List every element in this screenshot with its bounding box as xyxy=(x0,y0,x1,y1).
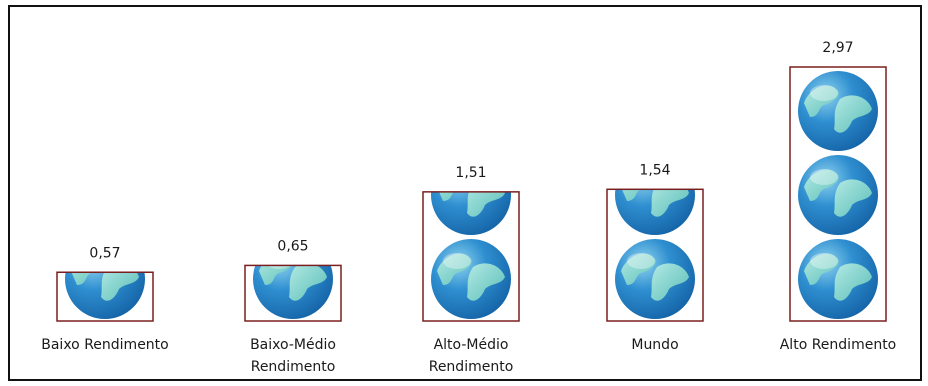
bars-layer xyxy=(56,7,887,322)
category-label: Alto Rendimento xyxy=(780,337,897,353)
value-label: 0,65 xyxy=(277,238,308,254)
category-label: Alto-Médio Rendimento xyxy=(429,337,514,375)
bar-border xyxy=(606,188,704,322)
globe-icon xyxy=(615,189,695,235)
globe-icon xyxy=(615,239,695,319)
value-label: 1,51 xyxy=(455,165,486,181)
globe-icon xyxy=(798,71,878,151)
labels-layer: 0,57 Baixo Rendimento 0,65 Baixo-Médio Rendi… xyxy=(41,40,896,375)
globe-icon xyxy=(253,265,333,319)
globe-bar-chart: 0,57 Baixo Rendimento 0,65 Baixo-Médio Rendi… xyxy=(41,7,896,375)
bar-4 xyxy=(789,7,887,322)
bar-0 xyxy=(56,271,154,322)
category-label: Baixo Rendimento xyxy=(41,337,168,353)
globe-icon xyxy=(798,239,878,319)
bar-border xyxy=(789,66,887,322)
value-label: 0,57 xyxy=(89,245,120,261)
bar-border xyxy=(244,264,342,322)
value-label: 2,97 xyxy=(822,40,853,56)
globe-icon xyxy=(431,239,511,319)
bar-1 xyxy=(244,264,342,322)
globe-icon xyxy=(65,272,145,319)
bar-3 xyxy=(606,188,704,322)
globe-icon xyxy=(798,7,878,67)
globe-icon xyxy=(431,191,511,235)
category-label: Baixo-Médio Rendimento xyxy=(250,337,336,375)
bar-border xyxy=(56,271,154,322)
chart-frame: 0,57 Baixo Rendimento 0,65 Baixo-Médio Rendi… xyxy=(8,5,922,381)
bar-2 xyxy=(422,191,520,322)
category-label: Mundo xyxy=(631,337,678,353)
value-label: 1,54 xyxy=(639,162,670,178)
globe-icon xyxy=(798,155,878,235)
bar-border xyxy=(422,191,520,322)
